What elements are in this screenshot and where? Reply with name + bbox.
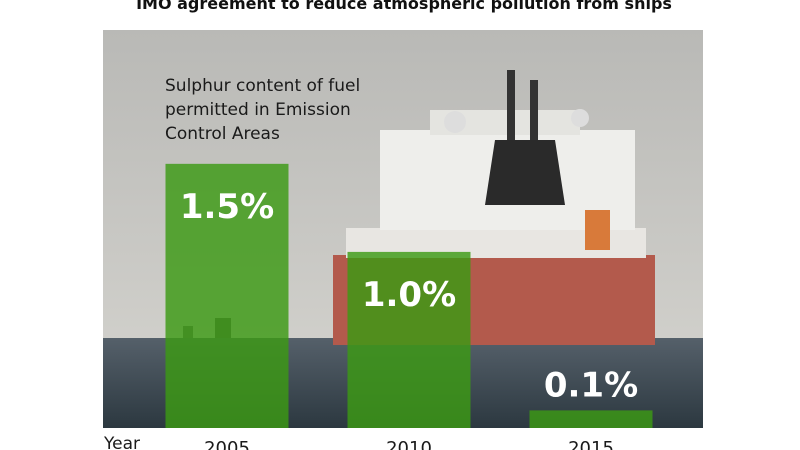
bar (347, 251, 471, 428)
value-label: 1.5% (180, 187, 274, 227)
chart-subtitle: Sulphur content of fuel permitted in Emi… (165, 76, 361, 144)
background-photo (103, 30, 703, 428)
x-axis-label: Year (103, 434, 140, 450)
bar (165, 163, 289, 429)
x-tick-label: 2015 (568, 438, 614, 450)
value-label: 0.1% (544, 365, 638, 405)
x-tick-label: 2005 (204, 438, 250, 450)
value-label: 1.0% (362, 275, 456, 315)
chart-title: IMO agreement to reduce atmospheric poll… (136, 0, 672, 13)
bar (529, 410, 653, 428)
x-tick-label: 2010 (386, 438, 432, 450)
